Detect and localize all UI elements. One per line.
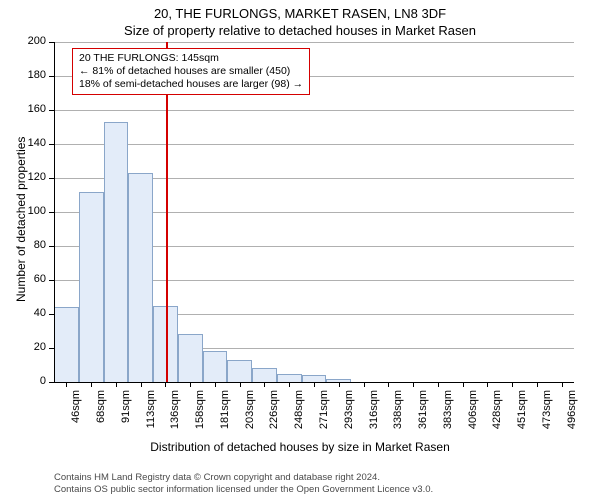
footer-line2: Contains OS public sector information li… <box>54 484 433 496</box>
footer-line1: Contains HM Land Registry data © Crown c… <box>54 472 433 484</box>
histogram-bar <box>54 307 79 382</box>
axis-line <box>54 42 55 382</box>
chart-container: 20, THE FURLONGS, MARKET RASEN, LN8 3DF … <box>0 0 600 500</box>
x-axis-label: Distribution of detached houses by size … <box>0 440 600 454</box>
grid-line <box>54 42 574 43</box>
histogram-bar <box>178 334 203 382</box>
histogram-bar <box>79 192 104 382</box>
annotation-box: 20 THE FURLONGS: 145sqm← 81% of detached… <box>72 48 310 95</box>
histogram-bar <box>203 351 228 382</box>
annotation-line: ← 81% of detached houses are smaller (45… <box>79 65 303 78</box>
y-tick-label: 160 <box>14 103 46 115</box>
histogram-bar <box>252 368 277 382</box>
y-tick-label: 200 <box>14 35 46 47</box>
plot-area: 02040608010012014016018020046sqm68sqm91s… <box>54 42 574 382</box>
y-axis-label: Number of detached properties <box>14 137 28 302</box>
y-tick-label: 20 <box>14 341 46 353</box>
footer-attribution: Contains HM Land Registry data © Crown c… <box>54 472 433 496</box>
chart-title-line1: 20, THE FURLONGS, MARKET RASEN, LN8 3DF <box>0 0 600 21</box>
y-tick-label: 40 <box>14 307 46 319</box>
annotation-line: 20 THE FURLONGS: 145sqm <box>79 52 303 65</box>
histogram-bar <box>104 122 129 382</box>
grid-line <box>54 110 574 111</box>
chart-title-line2: Size of property relative to detached ho… <box>0 21 600 38</box>
histogram-bar <box>128 173 153 382</box>
y-tick-label: 0 <box>14 375 46 387</box>
histogram-bar <box>227 360 252 382</box>
grid-line <box>54 144 574 145</box>
histogram-bar <box>302 375 327 382</box>
histogram-bar <box>277 374 302 383</box>
y-tick-label: 180 <box>14 69 46 81</box>
annotation-line: 18% of semi-detached houses are larger (… <box>79 78 303 91</box>
axis-line <box>54 382 574 383</box>
